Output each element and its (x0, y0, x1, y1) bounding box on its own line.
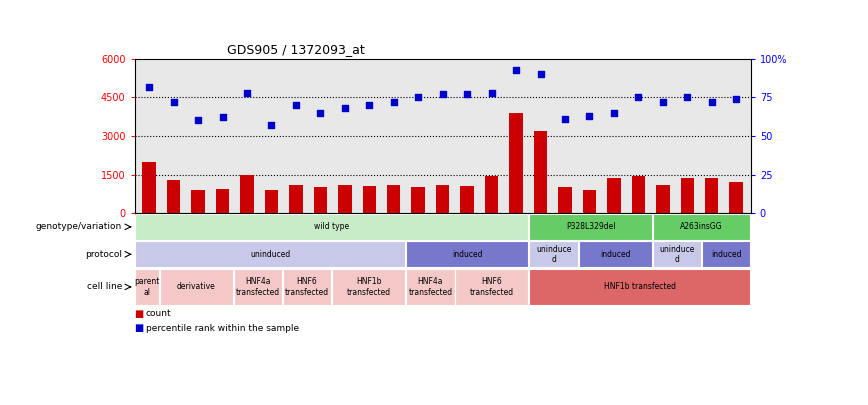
Text: derivative: derivative (177, 282, 215, 292)
Point (534, 71, 548, 77)
Text: genotype/variation: genotype/variation (36, 222, 122, 231)
Point (338, 105, 352, 111)
Point (411, 94, 425, 100)
Text: wild type: wild type (314, 222, 349, 231)
Text: P328L329del: P328L329del (566, 222, 615, 231)
Text: induced: induced (600, 250, 630, 259)
Point (289, 102, 303, 108)
Bar (436, 185, 450, 213)
Bar (192, 190, 205, 213)
Bar (529, 214, 652, 240)
Bar (558, 188, 572, 213)
Bar (339, 185, 352, 213)
Text: HNF6
transfected: HNF6 transfected (285, 277, 329, 296)
Bar (411, 188, 425, 213)
Text: GDS905 / 1372093_at: GDS905 / 1372093_at (227, 43, 365, 56)
Text: count: count (146, 309, 172, 318)
Bar (363, 186, 376, 213)
Bar (529, 241, 578, 267)
Point (167, 99, 181, 105)
Point (191, 117, 205, 124)
Text: protocol: protocol (85, 250, 122, 259)
Text: ■: ■ (135, 323, 144, 333)
Point (313, 109, 327, 116)
Bar (313, 188, 327, 213)
Text: uninduce
d: uninduce d (536, 245, 571, 264)
Point (656, 99, 670, 105)
Bar (233, 269, 282, 305)
Text: parent
al: parent al (135, 277, 160, 296)
Point (681, 94, 694, 100)
Bar (160, 269, 233, 305)
Bar (135, 214, 529, 240)
Point (558, 116, 572, 122)
Bar (265, 190, 279, 213)
Bar (406, 241, 529, 267)
Bar (632, 176, 645, 213)
Bar (705, 178, 719, 213)
Point (436, 91, 450, 98)
Text: induced: induced (452, 250, 483, 259)
Point (460, 91, 474, 98)
Bar (216, 189, 229, 213)
Bar (135, 241, 405, 267)
Bar (729, 182, 743, 213)
Point (265, 122, 279, 128)
Bar (653, 214, 750, 240)
Bar (607, 178, 621, 213)
Text: cell line: cell line (87, 282, 122, 292)
Text: uninduced: uninduced (250, 250, 290, 259)
Bar (485, 176, 498, 213)
Bar (142, 162, 156, 213)
Point (729, 96, 743, 102)
Bar (534, 131, 547, 213)
Point (582, 113, 596, 119)
Point (607, 109, 621, 116)
Point (387, 99, 401, 105)
Point (631, 94, 645, 100)
Bar (406, 269, 455, 305)
Point (362, 102, 376, 108)
Bar (579, 241, 652, 267)
Bar (681, 178, 694, 213)
Bar (387, 185, 400, 213)
Text: uninduce
d: uninduce d (659, 245, 694, 264)
Point (484, 90, 498, 96)
Point (240, 90, 254, 96)
Bar (702, 241, 750, 267)
Point (215, 114, 229, 121)
Text: HNF1b transfected: HNF1b transfected (604, 282, 676, 292)
Point (705, 99, 719, 105)
Point (510, 66, 523, 73)
Bar (240, 175, 253, 213)
Bar (167, 180, 181, 213)
Bar (283, 269, 332, 305)
Text: induced: induced (711, 250, 741, 259)
Bar (460, 186, 474, 213)
Bar (529, 269, 750, 305)
Bar (510, 113, 523, 213)
Bar (135, 269, 159, 305)
Text: ■: ■ (135, 309, 144, 319)
Text: HNF4a
transfected: HNF4a transfected (408, 277, 452, 296)
Bar (582, 190, 596, 213)
Text: A263insGG: A263insGG (681, 222, 723, 231)
Bar (289, 185, 303, 213)
Text: HNF4a
transfected: HNF4a transfected (236, 277, 279, 296)
Text: HNF1b
transfected: HNF1b transfected (346, 277, 391, 296)
Bar (653, 241, 701, 267)
Text: percentile rank within the sample: percentile rank within the sample (146, 324, 299, 333)
Point (142, 83, 156, 90)
Bar (456, 269, 529, 305)
Bar (332, 269, 405, 305)
Text: HNF6
transfected: HNF6 transfected (470, 277, 514, 296)
Bar (656, 185, 669, 213)
